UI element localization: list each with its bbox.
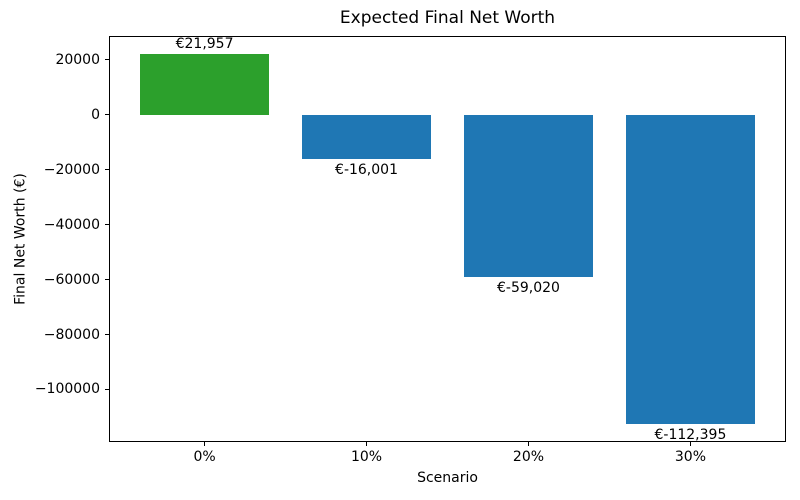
- bar-value-label: €-59,020: [496, 279, 560, 296]
- y-tick-mark: [105, 388, 109, 390]
- y-tick-mark: [105, 224, 109, 226]
- y-tick-mark: [105, 279, 109, 281]
- y-tick-label: −100000: [34, 381, 100, 398]
- x-tick-mark: [204, 442, 206, 446]
- bar: [139, 54, 270, 115]
- x-tick-label: 0%: [193, 449, 216, 465]
- chart-title: Expected Final Net Worth: [339, 8, 556, 28]
- x-tick-label: 20%: [512, 449, 545, 465]
- y-tick-mark: [105, 114, 109, 116]
- bar: [625, 114, 756, 424]
- x-tick-label: 30%: [674, 449, 706, 465]
- x-axis-label: Scenario: [417, 470, 478, 486]
- y-tick-mark: [105, 334, 109, 336]
- x-tick-mark: [366, 442, 368, 446]
- bar-value-label: €-112,395: [654, 426, 727, 443]
- y-tick-label: 20000: [55, 51, 100, 68]
- bar-value-label: €21,957: [175, 36, 234, 53]
- bar: [301, 114, 432, 159]
- y-tick-mark: [105, 59, 109, 61]
- x-tick-mark: [689, 442, 691, 446]
- x-tick-mark: [527, 442, 529, 446]
- y-tick-label: −20000: [43, 161, 100, 178]
- y-tick-label: −80000: [43, 326, 100, 343]
- bar: [463, 114, 594, 277]
- y-tick-mark: [105, 169, 109, 171]
- bar-value-label: €-16,001: [335, 161, 398, 178]
- y-tick-label: −60000: [43, 271, 100, 288]
- y-tick-label: −40000: [43, 216, 100, 233]
- x-tick-label: 10%: [350, 449, 383, 465]
- y-tick-label: 0: [91, 106, 100, 123]
